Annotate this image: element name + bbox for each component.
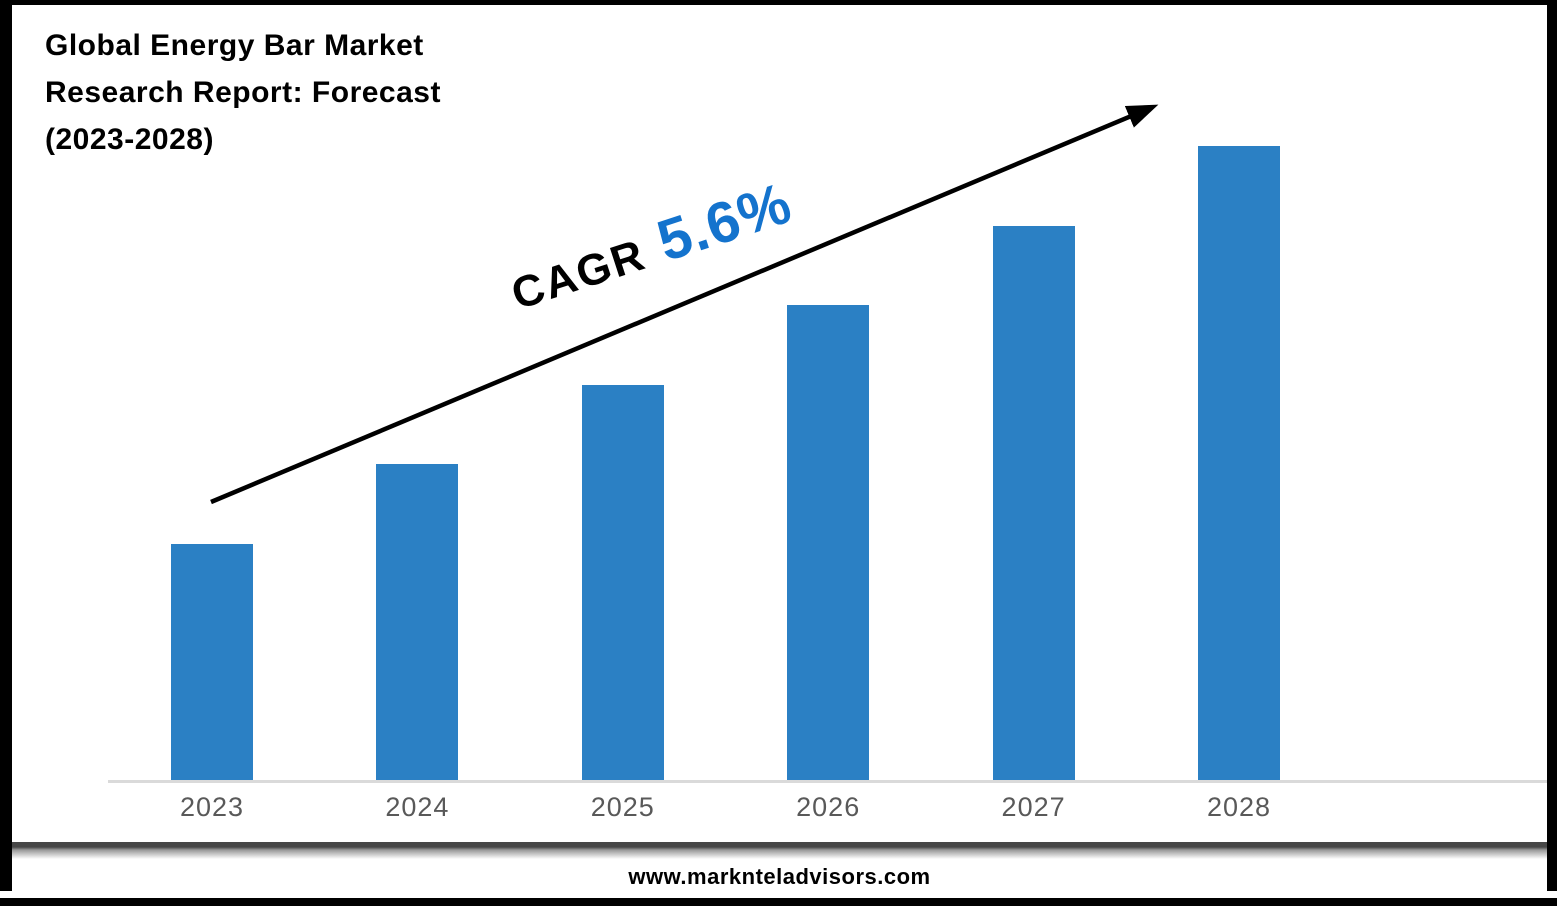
bottom-border [0,898,1557,906]
bar-2025 [581,384,664,782]
x-tick-label-2027: 2027 [1001,792,1066,822]
footer-website: www.marknteladvisors.com [628,864,931,889]
footer-divider [12,842,1547,860]
chart-title-line-2: Research Report: Forecast [45,76,441,109]
chart-title: Global Energy Bar Market Research Report… [45,22,441,163]
bar-2023 [171,543,253,782]
x-tick-label-2023: 2023 [179,792,245,822]
chart-title-line-1: Global Energy Bar Market [45,29,424,62]
bar-2024 [376,464,459,782]
x-axis-line [108,780,1547,783]
bar-2026 [787,305,870,782]
x-tick-label-2025: 2025 [590,792,655,822]
x-tick-label-2028: 2028 [1206,792,1272,822]
x-tick-label-2024: 2024 [385,792,450,822]
chart-title-line-3: (2023-2028) [45,123,214,156]
x-tick-label-2026: 2026 [796,792,861,822]
bar-2028 [1198,146,1280,782]
bar-2027 [992,225,1075,782]
